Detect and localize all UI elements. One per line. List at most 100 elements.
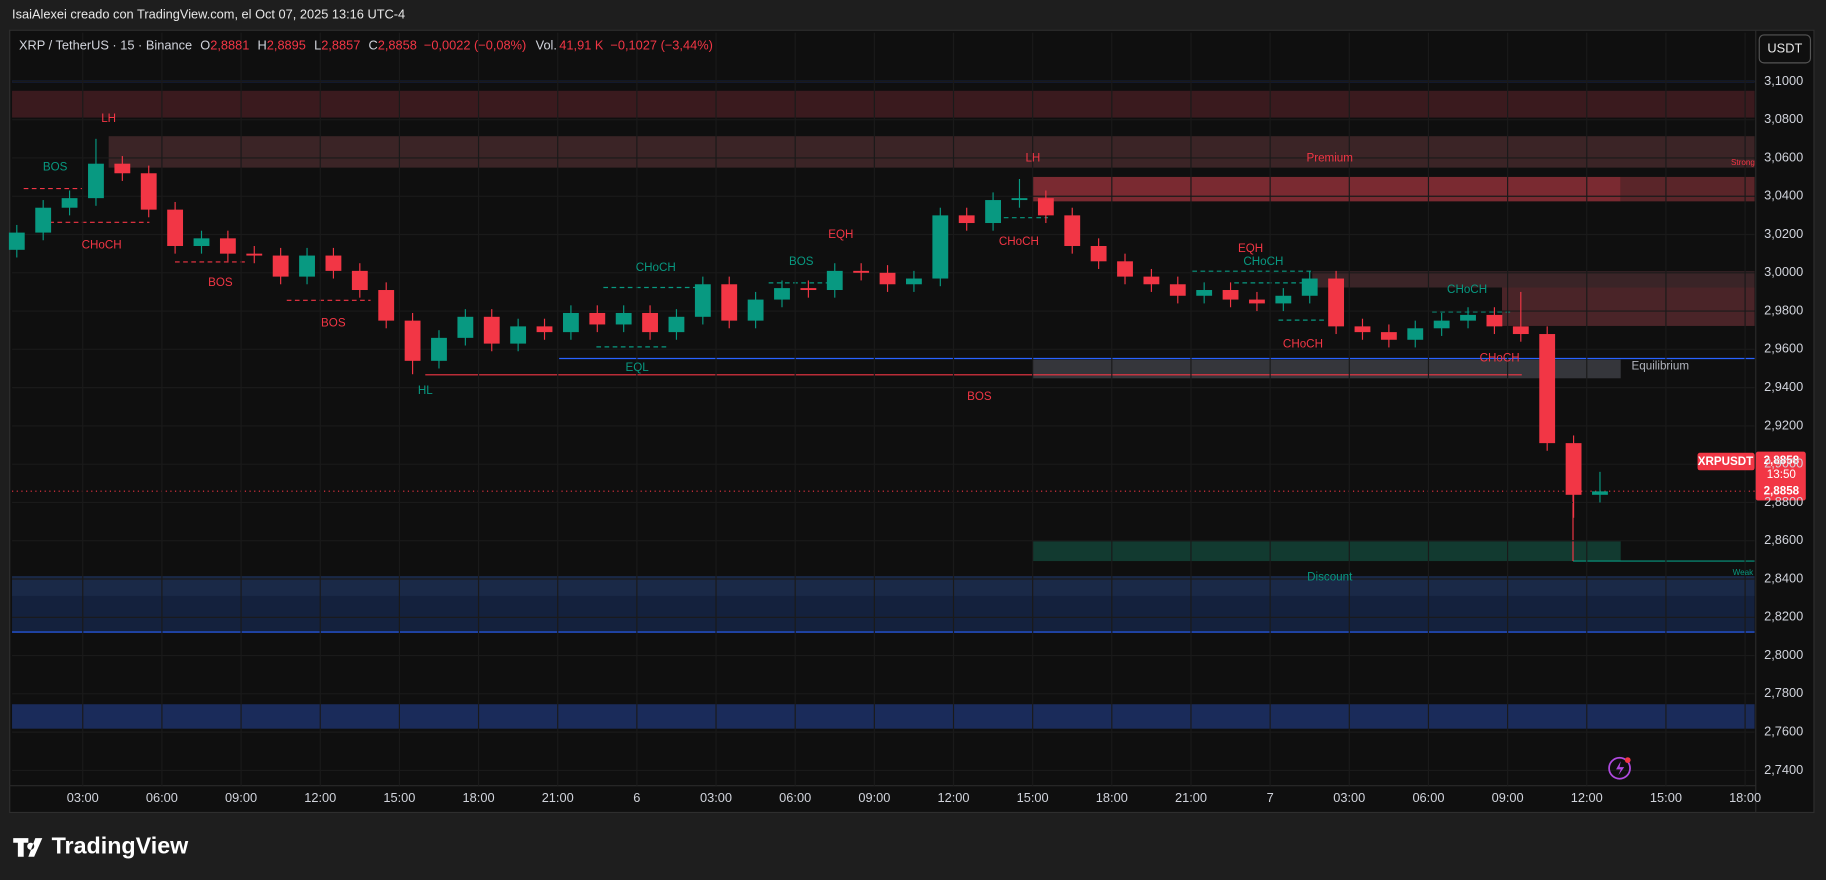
- candle-body: [483, 316, 500, 344]
- x-tick-label: 15:00: [1650, 790, 1682, 805]
- annotation: CHoCH: [999, 235, 1039, 248]
- x-tick-label: 09:00: [1492, 790, 1524, 805]
- candle-body: [668, 316, 685, 333]
- candle-body: [774, 288, 790, 300]
- alert-bolt: [1616, 761, 1625, 776]
- annotation: Strong: [1731, 158, 1755, 167]
- candle-body: [721, 284, 738, 321]
- candle-body: [1196, 290, 1213, 296]
- annotation: EQL: [625, 361, 649, 374]
- legend-item: 41,91 K: [559, 38, 604, 53]
- legend-item: 2,8895: [267, 38, 306, 53]
- zone: [1312, 271, 1755, 288]
- candle-body: [351, 270, 368, 291]
- structure-line: [1192, 270, 1514, 321]
- annotation: Discount: [1307, 570, 1353, 583]
- candle-body: [140, 173, 157, 210]
- candle-body: [299, 255, 315, 277]
- price-tag-axis: 2,8858: [1764, 484, 1800, 497]
- x-tick-label: 21:00: [1175, 790, 1207, 805]
- annotation: CHoCH: [1243, 255, 1283, 268]
- candle-body: [932, 215, 949, 279]
- alert-icon[interactable]: [1608, 756, 1631, 780]
- y-tick-label: 2,8200: [1764, 609, 1803, 624]
- price-tag-countdown: 13:50: [1767, 468, 1797, 481]
- legend-item: H: [258, 38, 267, 53]
- author-line: IsaiAlexei creado con TradingView.com, e…: [12, 7, 405, 22]
- candle-body: [615, 312, 632, 325]
- candle-body: [1143, 276, 1160, 285]
- candle-body: [800, 288, 817, 291]
- annotation: BOS: [789, 255, 814, 268]
- candle-body: [694, 284, 711, 317]
- y-tick-label: 2,9200: [1764, 417, 1803, 432]
- candle-body: [853, 270, 870, 273]
- y-tick-label: 2,8800: [1764, 494, 1803, 509]
- candle-body: [985, 200, 1001, 224]
- candle-body: [431, 337, 447, 361]
- candle-body: [1460, 314, 1476, 321]
- annotation: LH: [101, 112, 116, 125]
- candle-body: [958, 215, 975, 224]
- legend-item: C: [368, 38, 377, 53]
- x-tick-label: 06:00: [1412, 790, 1444, 805]
- annotation: LH: [1025, 151, 1040, 164]
- annotation: CHoCH: [1447, 283, 1487, 296]
- logo-text: TradingView: [52, 833, 190, 859]
- candle-body: [536, 326, 553, 333]
- symbol-tag: [1697, 452, 1755, 471]
- x-tick-label: 03:00: [1333, 790, 1365, 805]
- structure-line: [175, 261, 371, 301]
- zone: [12, 90, 1755, 118]
- y-tick-label: 2,8400: [1764, 570, 1803, 585]
- annotation: CHoCH: [636, 261, 676, 274]
- candle-body: [1222, 290, 1239, 300]
- annotation: EQH: [828, 228, 853, 241]
- x-tick-label: 12:00: [304, 790, 336, 805]
- y-tick-label: 2,9000: [1764, 456, 1803, 471]
- annotation: CHoCH: [1283, 338, 1323, 351]
- legend-item: XRP / TetherUS · 15 · Binance: [19, 38, 192, 53]
- candle-body: [457, 316, 474, 338]
- price-tag: [1755, 451, 1806, 501]
- candle-body: [1011, 198, 1028, 201]
- y-tick-label: 3,0600: [1764, 149, 1803, 164]
- candle-body: [246, 253, 263, 256]
- y-tick-label: 3,0400: [1764, 188, 1803, 203]
- candle-body: [1328, 278, 1345, 327]
- annotation: EQH: [1238, 242, 1263, 255]
- x-tick-label: 12:00: [937, 790, 969, 805]
- candle-body: [88, 163, 104, 199]
- x-tick-label: 15:00: [1017, 790, 1049, 805]
- legend-item: −0,1027 (−3,44%): [610, 38, 712, 53]
- currency-button[interactable]: [1758, 34, 1812, 64]
- candle-body: [378, 290, 395, 321]
- x-tick-label: 03:00: [700, 790, 732, 805]
- zone: [12, 704, 1755, 729]
- candle-body: [1407, 328, 1424, 340]
- candle-body: [1117, 261, 1133, 277]
- candle-body: [325, 255, 342, 271]
- x-tick-label: 21:00: [542, 790, 574, 805]
- candle-body: [1037, 198, 1054, 216]
- candle-body: [1301, 278, 1318, 296]
- candles: [8, 138, 1608, 518]
- candle-body: [167, 209, 184, 246]
- candle-body: [1169, 284, 1186, 296]
- y-tick-label: 2,9800: [1764, 302, 1803, 317]
- x-tick-label: 15:00: [383, 790, 415, 805]
- y-tick-label: 2,8600: [1764, 532, 1803, 547]
- legend-item: −0,0022 (−0,08%): [424, 38, 526, 53]
- candle-body: [879, 272, 896, 285]
- legend-item: 2,8858: [378, 38, 417, 53]
- annotation: BOS: [208, 276, 233, 289]
- annotation: CHoCH: [1480, 352, 1520, 365]
- candle-body: [114, 163, 131, 174]
- candle-body: [1249, 299, 1265, 304]
- zone: [108, 136, 1755, 168]
- structure-line: [23, 187, 150, 223]
- currency-label[interactable]: USDT: [1767, 40, 1802, 55]
- legend-item: L: [314, 38, 321, 53]
- candle-body: [1064, 215, 1081, 246]
